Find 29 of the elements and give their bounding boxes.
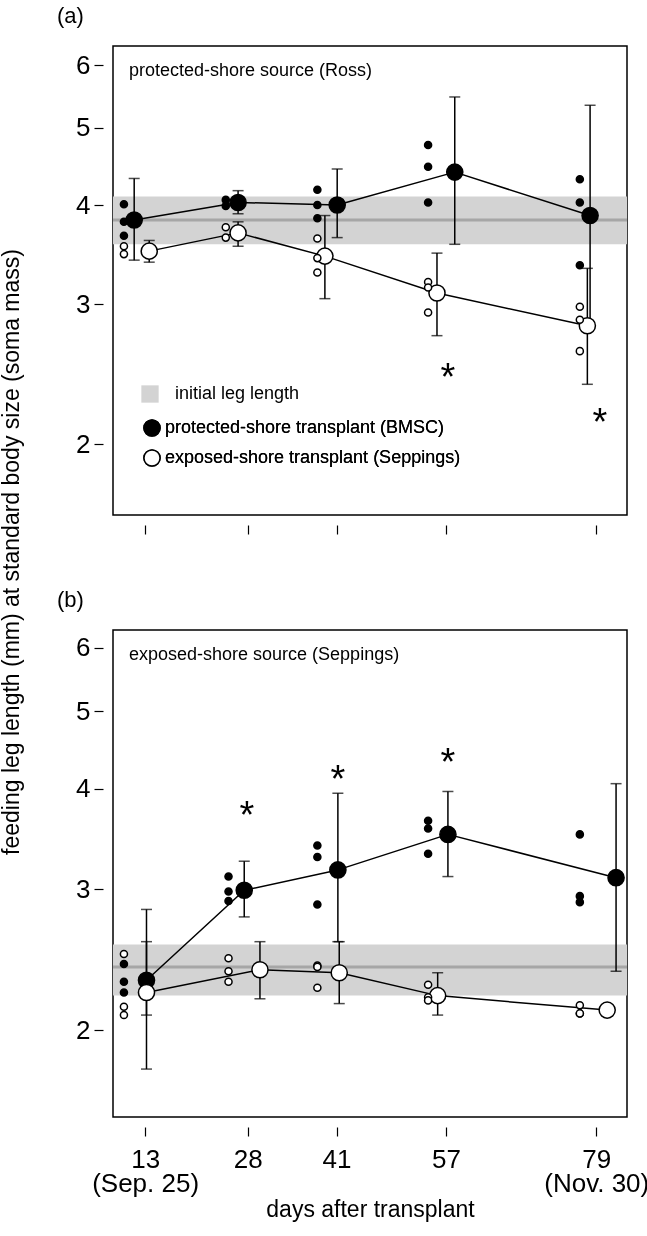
annotation: * xyxy=(440,356,456,398)
legend-label: exposed-shore transplant (Seppings) xyxy=(165,447,461,467)
chart-title: (b) xyxy=(57,587,84,612)
y-tick-label: 5 xyxy=(76,112,91,143)
annotation: * xyxy=(330,758,346,800)
y-tick-label: 4 xyxy=(76,189,91,220)
legend-label: initial leg length xyxy=(175,383,300,403)
y-tick-label: 3 xyxy=(76,873,91,904)
x-axis-title: days after transplant xyxy=(266,1195,476,1222)
x-tick-label: 28 xyxy=(233,1143,263,1174)
legend-label: protected-shore transplant (BMSC) xyxy=(165,417,445,437)
x-tick-label: 13 (Sep. 25) xyxy=(92,1143,200,1198)
text: exposed-shore source (Seppings) xyxy=(129,644,400,664)
text: protected-shore source (Ross) xyxy=(129,60,373,80)
annotation: * xyxy=(239,794,255,836)
x-tick-label: 57 xyxy=(431,1143,461,1174)
y-axis-title: feeding leg length (mm) at standard body size (soma mass) xyxy=(0,249,24,855)
y-tick-label: 6 xyxy=(76,632,91,663)
y-tick-label: 4 xyxy=(76,773,91,804)
chart-title: (a) xyxy=(57,3,84,28)
y-tick-label: 2 xyxy=(76,428,91,459)
annotation: * xyxy=(440,741,456,783)
x-tick-label: 79 (Nov. 30) xyxy=(544,1143,647,1198)
y-tick-label: 2 xyxy=(76,1014,91,1045)
x-tick-label: 41 xyxy=(322,1143,352,1174)
y-tick-label: 6 xyxy=(76,49,91,80)
y-tick-label: 3 xyxy=(76,288,91,319)
annotation: * xyxy=(592,401,608,443)
y-tick-label: 5 xyxy=(76,695,91,726)
